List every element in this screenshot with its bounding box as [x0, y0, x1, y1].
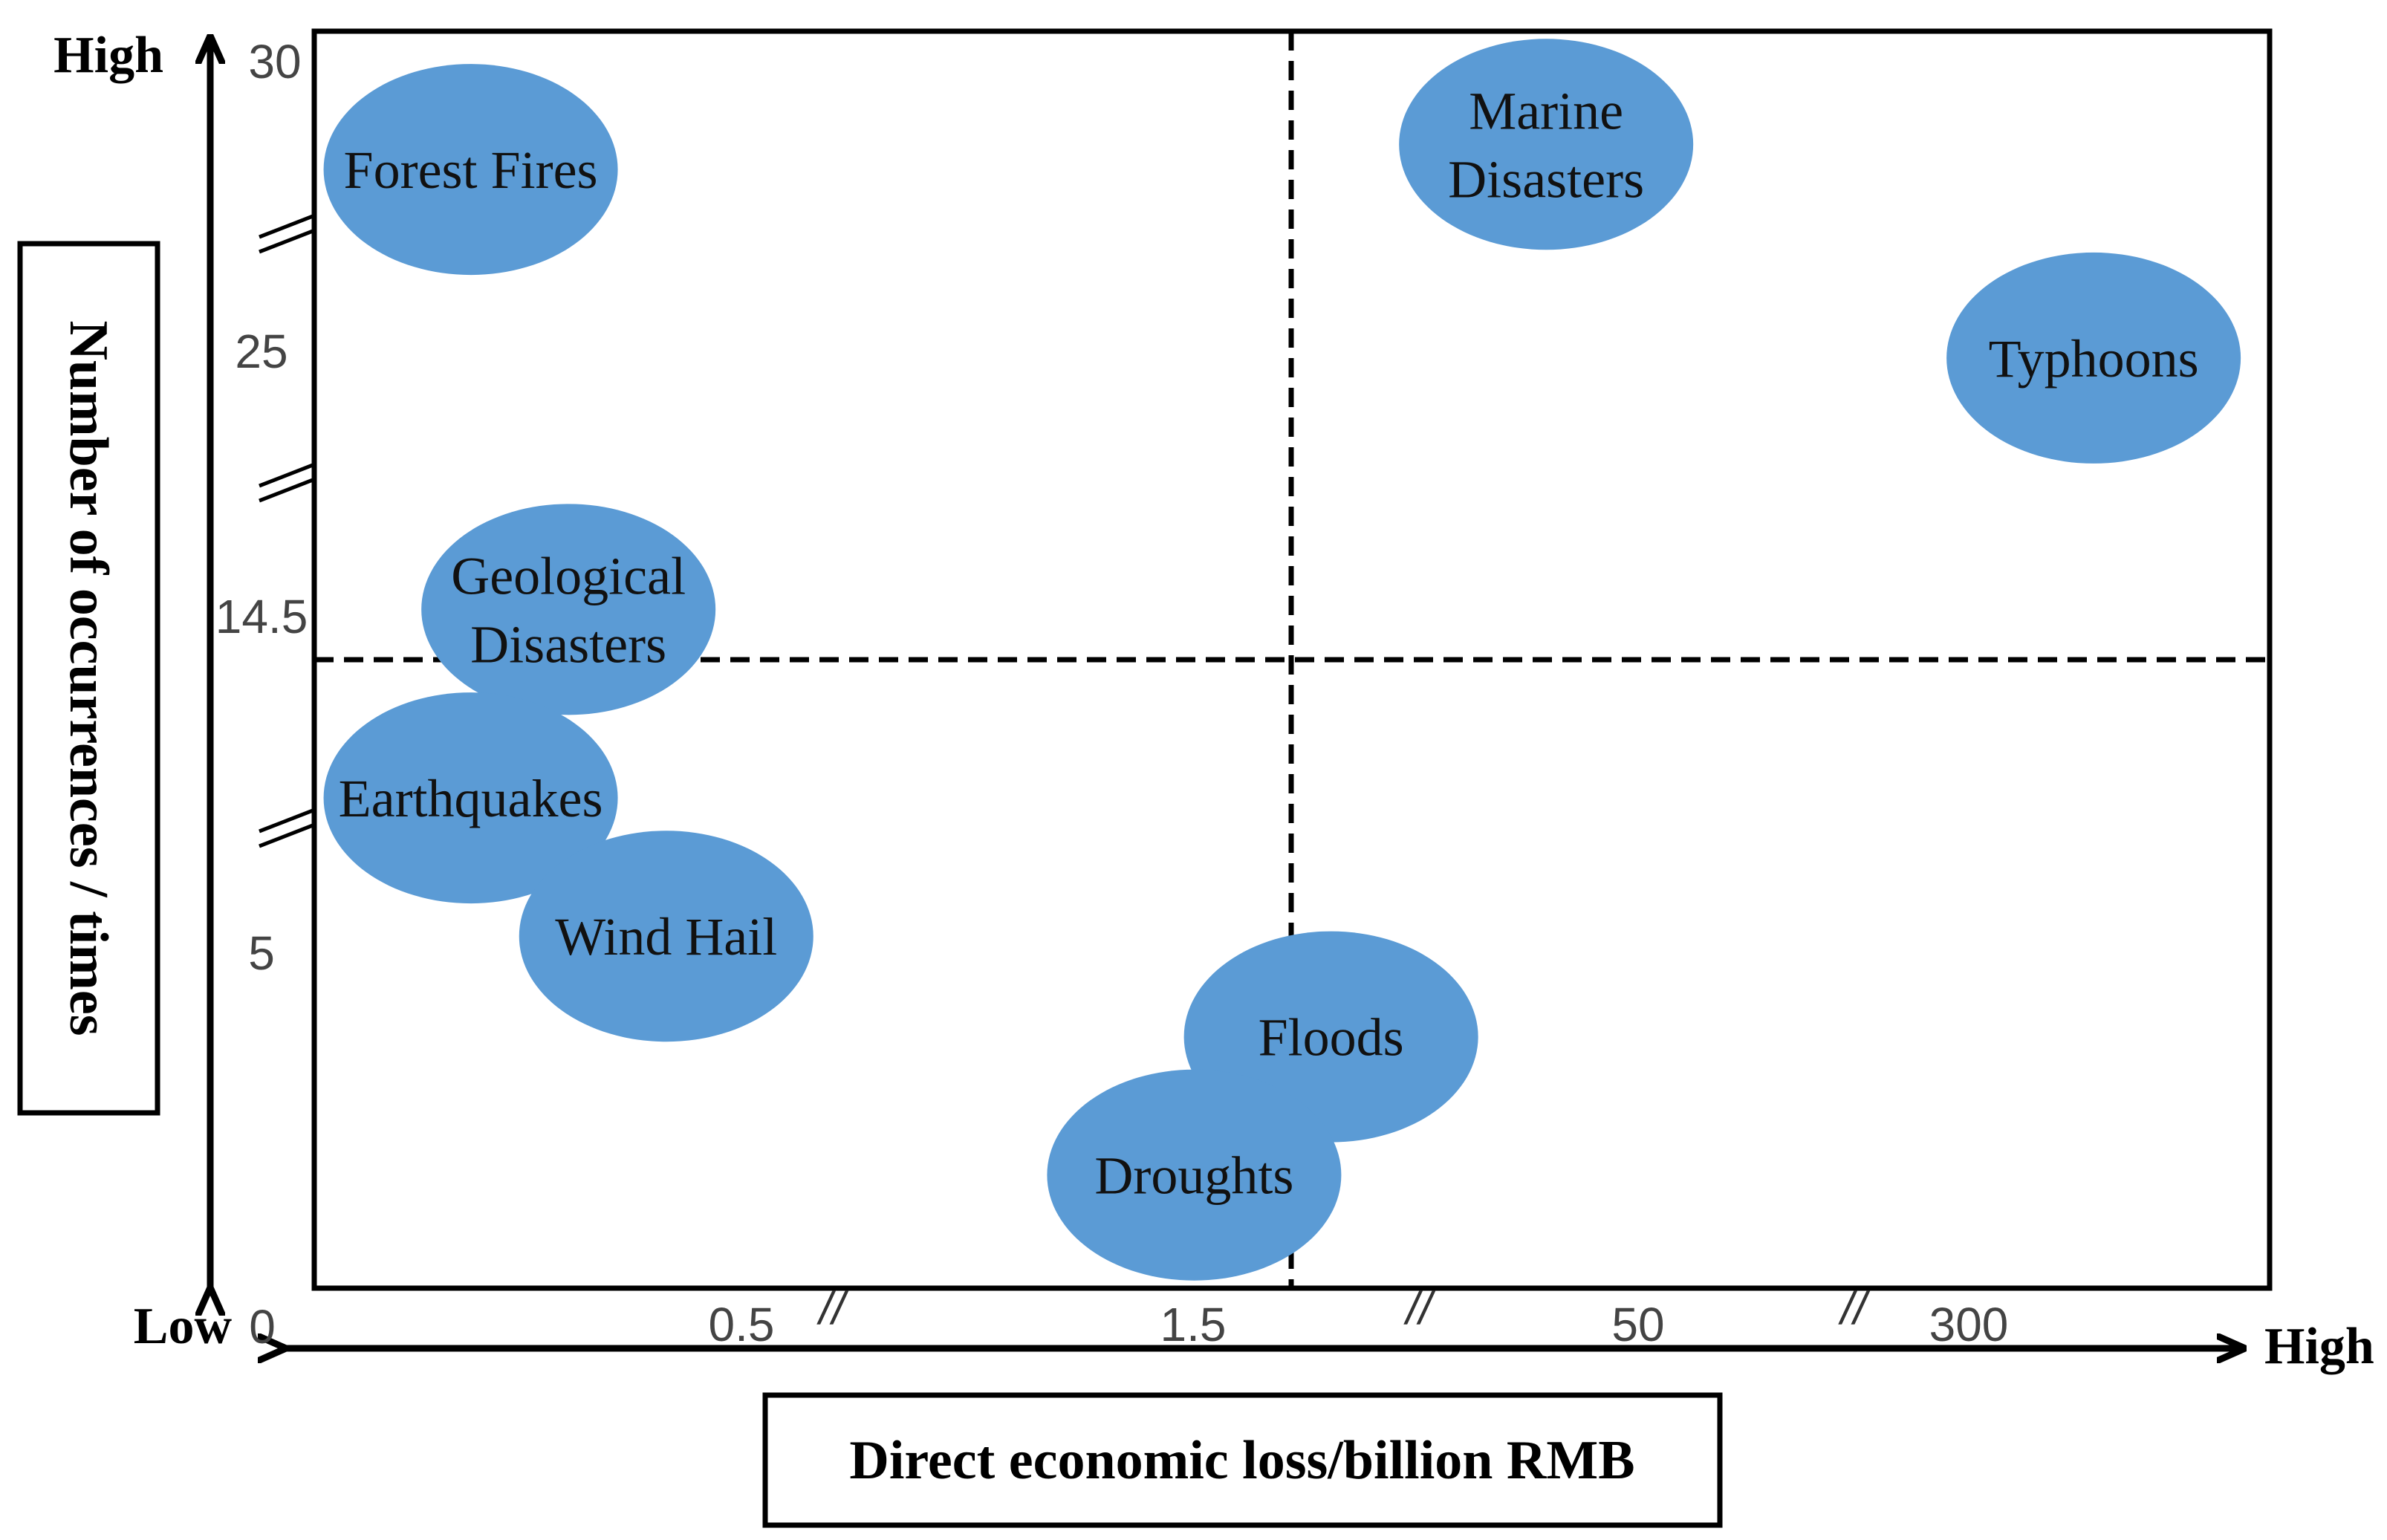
y-tick-label: 14.5: [215, 590, 308, 643]
bubble-shape: [519, 831, 813, 1042]
bubble-droughts: Droughts: [1047, 1069, 1342, 1281]
x-tick-label: 0.5: [709, 1298, 775, 1351]
bubble-typhoons: Typhoons: [1946, 252, 2241, 464]
bubble-label: Droughts: [1094, 1146, 1293, 1206]
x-break-mark: //: [816, 1283, 849, 1334]
bubble-shape: [323, 692, 618, 904]
y-tick-label: 5: [248, 926, 275, 980]
x-axis-title-box: [762, 1392, 1723, 1528]
y-axis-title-box: [17, 241, 160, 1116]
bubble-label: Typhoons: [1989, 329, 2199, 389]
bubble-shape: [1946, 252, 2241, 464]
y-tick-label: 25: [235, 325, 288, 378]
y-tick-labels: 30 25 14.5 5: [215, 35, 308, 980]
bubble-label: Marine Disasters: [1448, 81, 1644, 209]
bubble-label: Forest Fires: [344, 140, 598, 200]
bubble-geological-disasters: Geological Disasters: [421, 504, 716, 715]
x-break-mark: //: [1403, 1283, 1436, 1334]
x-axis-title: Direct economic loss/billion RMB: [849, 1430, 1634, 1491]
bubble-forest-fires: Forest Fires: [323, 64, 618, 276]
y-tick-label: 30: [248, 35, 301, 88]
x-tick-label: 50: [1611, 1298, 1664, 1351]
x-break-mark: //: [1838, 1283, 1871, 1334]
x-axis-break-marks: // // //: [816, 1283, 1871, 1334]
y-axis-break-marks: [259, 214, 314, 848]
bubble-shape: [1399, 39, 1694, 250]
bubble-label: Floods: [1259, 1008, 1404, 1068]
y-axis-title: Number of occurrences / times: [58, 320, 119, 1036]
bubble-earthquakes: Earthquakes: [323, 692, 618, 904]
x-axis-high-label: High: [2264, 1318, 2374, 1375]
y-break-mark: [259, 808, 314, 848]
bubble-label: Earthquakes: [339, 769, 603, 828]
y-axis-low-label: Low: [134, 1298, 233, 1355]
bubble-label: Wind Hail: [555, 907, 777, 966]
bubble-wind-hail: Wind Hail: [519, 831, 813, 1042]
y-axis-high-label: High: [53, 27, 163, 84]
bubble-marine-disasters: Marine Disasters: [1399, 39, 1694, 250]
y-break-mark: [259, 214, 314, 254]
x-tick-label: 0: [249, 1300, 276, 1354]
y-break-mark: [259, 463, 314, 503]
x-tick-label: 300: [1929, 1298, 2009, 1351]
bubble-shape: [421, 504, 716, 715]
bubble-shape: [1047, 1069, 1342, 1281]
bubbles-layer: Forest Fires Marine Disasters Typhoons Geolo…: [323, 39, 2241, 1281]
bubble-shape: [323, 64, 618, 276]
x-tick-labels: 0 0.5 1.5 50 300: [249, 1298, 2008, 1354]
bubble-label: Geological Disasters: [451, 546, 686, 674]
x-tick-label: 1.5: [1160, 1298, 1227, 1351]
